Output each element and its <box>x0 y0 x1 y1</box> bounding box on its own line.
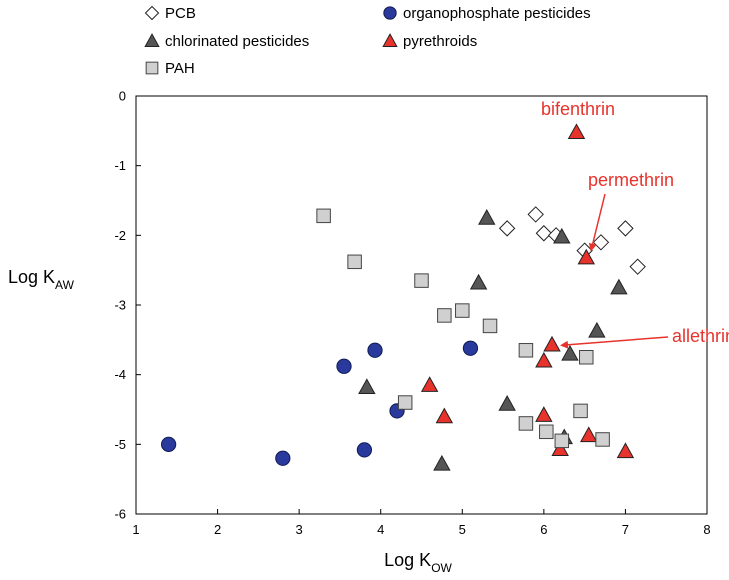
y-tick-label: -5 <box>114 437 126 452</box>
x-axis-ticks: 1 2 3 4 5 6 7 8 <box>132 509 710 537</box>
data-point-pah <box>555 434 569 448</box>
annotation-permethrin: permethrin <box>588 170 674 190</box>
y-tick-label: -1 <box>114 158 126 173</box>
series-organophosphate-pesticides <box>162 341 478 465</box>
data-point-pyrethroids <box>436 409 452 423</box>
data-point-pah <box>596 433 610 447</box>
data-point-organophosphate-pesticides <box>357 443 371 457</box>
legend-label: PCB <box>165 5 196 22</box>
legend-marker-organophosphate-pesticides <box>384 7 396 19</box>
data-point-chlorinated-pesticides <box>434 456 450 470</box>
legend-item-pcb: PCB <box>146 5 196 22</box>
legend-label: PAH <box>165 60 195 77</box>
data-point-organophosphate-pesticides <box>276 451 290 465</box>
data-point-pah <box>317 209 331 223</box>
y-tick-label: -2 <box>114 228 126 243</box>
data-point-pcb <box>536 226 551 241</box>
y-tick-label: -6 <box>114 507 126 522</box>
x-tick-label: 4 <box>377 522 384 537</box>
data-point-organophosphate-pesticides <box>368 343 382 357</box>
y-tick-label: -3 <box>114 298 126 313</box>
legend: PCB organophosphate pesticides chlorinated… <box>145 5 590 77</box>
data-point-pah <box>348 255 362 269</box>
x-tick-label: 3 <box>296 522 303 537</box>
legend-item-pyrethroids: pyrethroids <box>383 33 477 50</box>
legend-marker-pah <box>146 62 158 74</box>
data-point-pyrethroids <box>536 353 552 367</box>
data-point-pyrethroids <box>422 377 438 391</box>
data-point-pah <box>540 425 554 439</box>
series-pcb <box>500 207 646 274</box>
data-point-pyrethroids <box>569 124 585 138</box>
x-tick-label: 8 <box>703 522 710 537</box>
data-point-pyrethroids <box>544 337 560 351</box>
x-axis-title: Log KOW <box>384 550 452 575</box>
legend-marker-pcb <box>146 7 159 20</box>
x-tick-label: 5 <box>459 522 466 537</box>
data-point-pah <box>483 319 497 333</box>
data-point-pah <box>574 404 588 418</box>
data-point-pah <box>415 274 429 288</box>
data-markers <box>162 124 646 470</box>
legend-item-pah: PAH <box>146 60 195 77</box>
data-point-chlorinated-pesticides <box>479 210 495 224</box>
annotations: bifenthrin permethrin allethrin <box>541 99 729 346</box>
annotation-allethrin: allethrin <box>672 326 729 346</box>
data-point-chlorinated-pesticides <box>359 379 375 393</box>
data-point-pyrethroids <box>618 443 634 457</box>
legend-item-organophosphate-pesticides: organophosphate pesticides <box>384 5 591 22</box>
data-point-pcb <box>630 259 645 274</box>
data-point-pcb <box>618 221 633 236</box>
data-point-pah <box>398 396 412 410</box>
y-tick-label: -4 <box>114 367 126 382</box>
data-point-pcb <box>528 207 543 222</box>
legend-marker-chlorinated-pesticides <box>145 34 159 46</box>
data-point-pah <box>456 304 470 318</box>
x-tick-label: 1 <box>132 522 139 537</box>
legend-marker-pyrethroids <box>383 34 397 46</box>
data-point-organophosphate-pesticides <box>463 341 477 355</box>
data-point-chlorinated-pesticides <box>589 323 605 337</box>
x-tick-label: 6 <box>540 522 547 537</box>
y-axis-title: Log KAW <box>8 267 75 292</box>
data-point-organophosphate-pesticides <box>162 437 176 451</box>
legend-item-chlorinated-pesticides: chlorinated pesticides <box>145 33 309 50</box>
data-point-pah <box>438 309 452 323</box>
data-point-chlorinated-pesticides <box>562 346 578 360</box>
data-point-organophosphate-pesticides <box>337 359 351 373</box>
legend-label: organophosphate pesticides <box>403 5 591 22</box>
series-pah <box>317 209 609 448</box>
annotation-arrow-allethrin <box>562 337 668 345</box>
data-point-pcb <box>500 221 515 236</box>
data-point-chlorinated-pesticides <box>471 275 487 289</box>
data-point-pah <box>519 417 533 431</box>
data-point-chlorinated-pesticides <box>499 396 515 410</box>
data-point-pyrethroids <box>581 427 597 441</box>
annotation-bifenthrin: bifenthrin <box>541 99 615 119</box>
data-point-pah <box>580 351 594 365</box>
x-tick-label: 7 <box>622 522 629 537</box>
y-tick-label: 0 <box>119 89 126 104</box>
data-point-pah <box>519 344 533 358</box>
data-point-pyrethroids <box>536 407 552 421</box>
legend-label: pyrethroids <box>403 33 477 50</box>
legend-label: chlorinated pesticides <box>165 33 309 50</box>
y-axis-ticks: 0 -1 -2 -3 -4 -5 -6 <box>114 89 141 522</box>
data-point-pcb <box>593 235 608 250</box>
x-tick-label: 2 <box>214 522 221 537</box>
data-point-chlorinated-pesticides <box>611 280 627 294</box>
